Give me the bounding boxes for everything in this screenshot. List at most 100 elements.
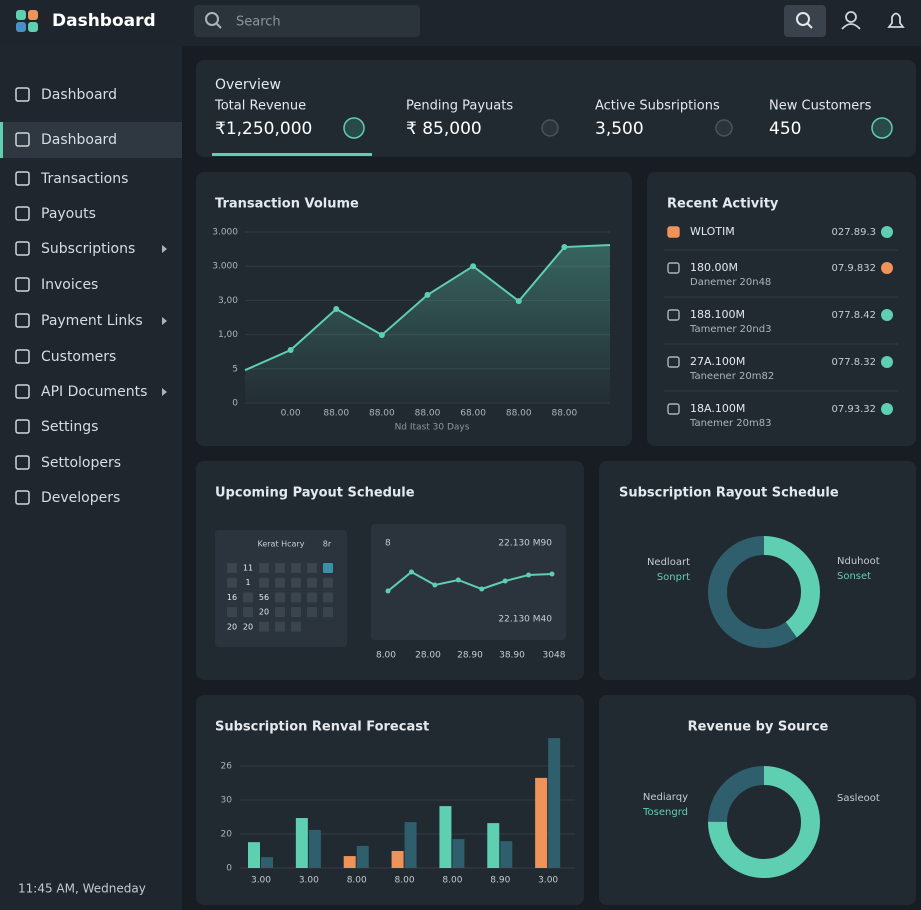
point [378,331,385,338]
calendar-cell [307,592,317,603]
nav-icon [15,277,30,292]
activity-time: 07.93.32 [831,404,876,415]
panel-title: Recent Activity [667,197,779,212]
point [333,305,340,312]
activity-time: 027.89.3 [831,227,876,238]
x-tick-label: 28.00 [415,651,441,661]
point [424,291,431,298]
nav-item[interactable]: Dashboard [41,132,117,148]
nav-item[interactable]: Dashboard [41,87,117,103]
bar [500,841,513,868]
nav-item[interactable]: Subscriptions [41,241,135,257]
submenu-arrow [162,388,167,396]
x-tick-label: 88.00 [506,409,532,419]
calendar-cell [291,563,301,573]
search-button[interactable] [784,5,826,37]
bar [452,839,465,868]
nav-icon [15,132,30,147]
active-item [0,122,182,158]
kpi-label: Active Subsriptions [595,99,720,114]
submenu-arrow [162,245,167,253]
bar [343,856,356,868]
panel [599,695,916,905]
kpi-label: Pending Payuats [406,99,513,114]
logo-tile [16,10,26,20]
point [549,571,555,577]
activity-time: 077.8.32 [831,357,876,368]
calendar-cell [243,592,253,603]
nav-item[interactable]: Transactions [40,171,128,187]
nav-item[interactable]: Customers [41,349,116,365]
calendar-cell [275,563,285,573]
activity-time: 077.8.42 [831,310,876,321]
search-box[interactable] [194,5,420,37]
legend-label: Nediarqy [643,792,688,803]
submenu-arrow [162,317,167,325]
activity-title: 18A.100M [690,402,745,415]
nav-icon [15,171,30,186]
x-tick-label: 68.00 [460,409,486,419]
calendar-cell [291,607,301,618]
legend-sublabel: Sonset [837,571,871,582]
nav-item[interactable]: Payment Links [41,313,143,329]
nav-item[interactable]: Settolopers [41,455,121,471]
point [287,346,294,353]
kpi-icon [871,117,893,139]
status-dot [881,309,893,321]
kpi-value: ₹1,250,000 [215,119,312,139]
kpi-value: 450 [769,119,801,139]
activity-subtitle: Tanemer 20m83 [689,418,771,429]
y-tick-label: 26 [221,762,233,772]
point [561,244,568,251]
calendar-cell [227,563,237,573]
nav-icon [15,313,30,328]
calendar-cell [323,607,333,618]
nav-icon [15,206,30,221]
calendar-cell [275,592,285,603]
activity-subtitle: Danemer 20n48 [690,277,771,288]
calendar-day: 16 [227,593,237,602]
point [470,263,477,270]
activity-subtitle: Tamemer 20nd3 [689,324,771,335]
legend-sublabel: Sonprt [657,572,690,583]
profile-icon[interactable] [845,11,857,23]
nav-icon [15,241,30,256]
x-tick-label: 3.00 [299,876,319,886]
y-tick-label: 0 [232,399,238,409]
chart-label: 22.130 M40 [498,615,552,625]
search-icon [205,12,219,26]
calendar-cell [291,621,301,632]
activity-subtitle: Taneener 20m82 [689,371,774,382]
y-tick-label: 30 [221,796,233,806]
x-tick-label: 88.00 [369,409,395,419]
search-placeholder: Search [236,15,281,30]
point [455,577,461,583]
calendar-cell [275,577,285,588]
kpi-label: Total Revenue [214,99,306,114]
nav-item[interactable]: Developers [41,490,120,506]
status-dot [881,403,893,415]
point [502,578,508,584]
axis-caption: Nd Itast 30 Days [395,423,470,433]
point [479,586,485,592]
nav-item[interactable]: API Documents [41,384,147,400]
y-tick-label: 3.000 [212,262,238,272]
nav-item[interactable]: Invoices [41,277,98,293]
x-tick-label: 8.90 [490,876,510,886]
activity-title: 27A.100M [690,355,745,368]
point [408,569,414,575]
bar [535,777,548,868]
y-tick-label: 3,00 [218,296,238,306]
bar [356,845,369,868]
calendar-cell [307,607,317,618]
nav-item[interactable]: Settings [41,419,98,435]
search-icon [215,22,222,29]
bell-icon[interactable] [887,12,905,28]
nav-item[interactable]: Payouts [41,206,96,222]
bar [308,829,321,868]
x-tick-label: 8.00 [395,876,415,886]
nav-icon [15,490,30,505]
x-tick-label: 88.00 [415,409,441,419]
x-tick-label: 88.00 [323,409,349,419]
